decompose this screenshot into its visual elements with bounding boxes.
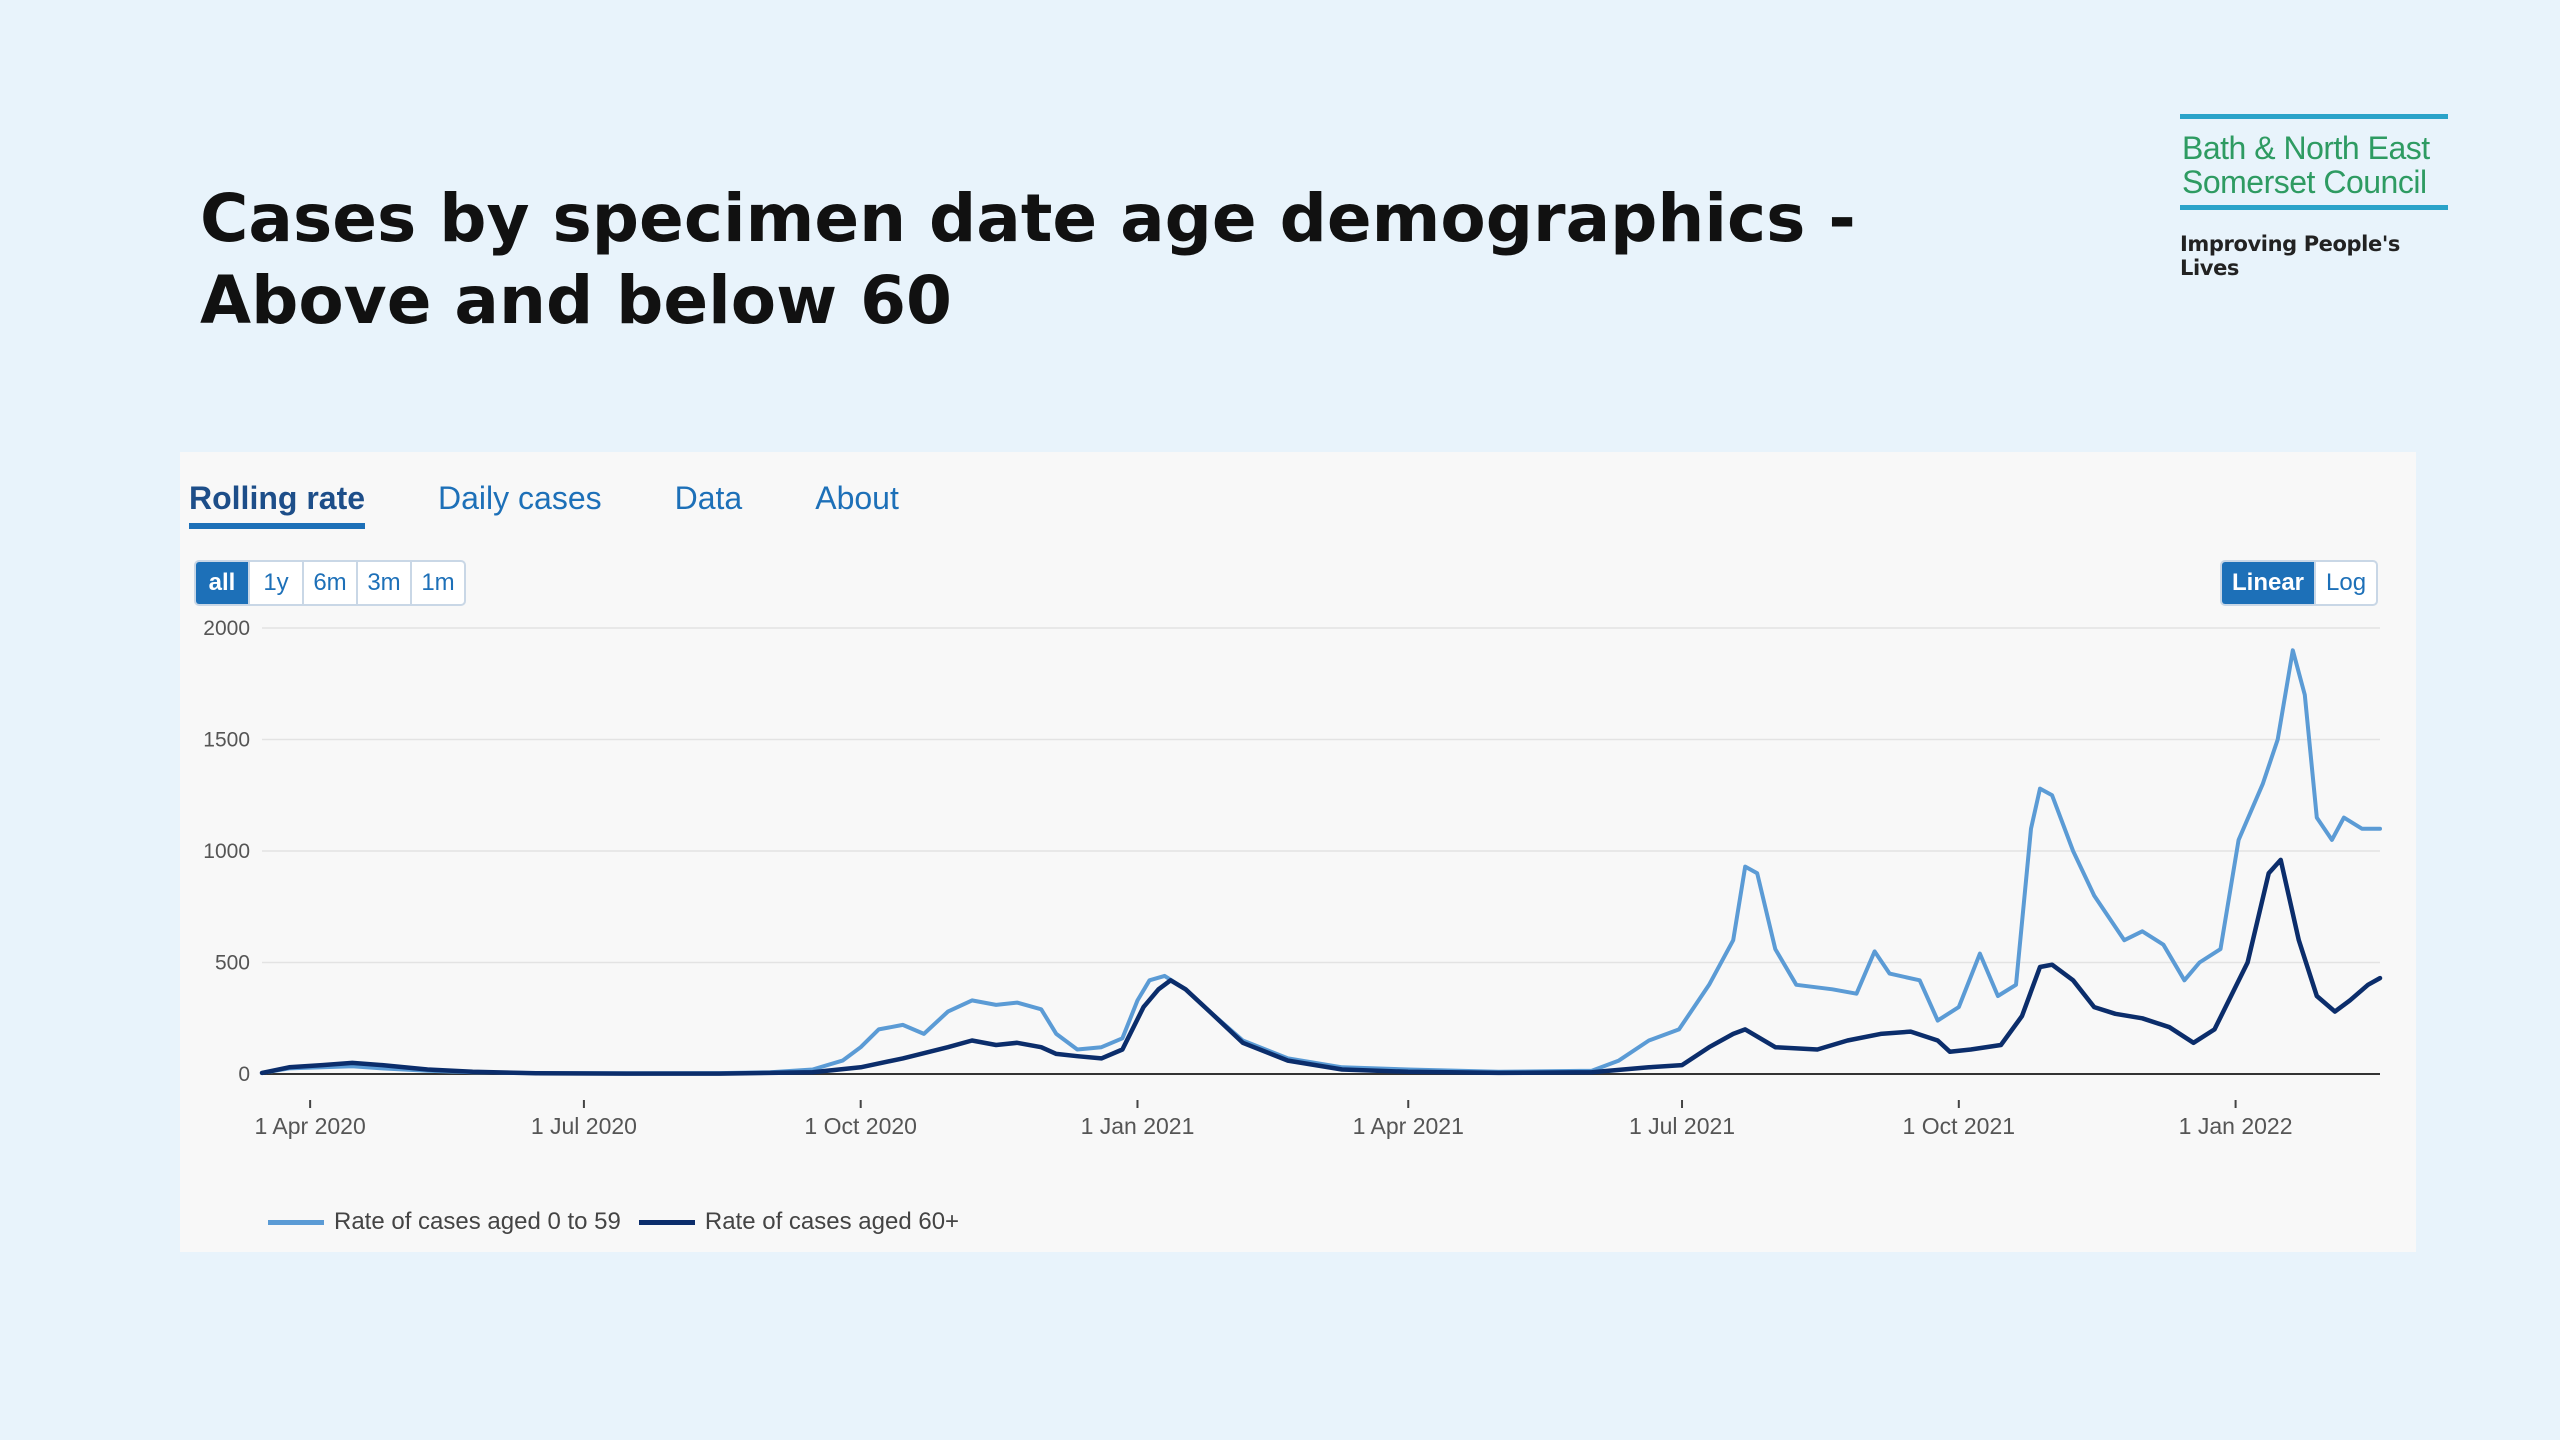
logo-top-rule xyxy=(2180,114,2448,119)
range-6m-button[interactable]: 6m xyxy=(304,562,358,604)
x-tick-label: 1 Apr 2020 xyxy=(255,1113,366,1139)
x-tick-label: 1 Jan 2021 xyxy=(1081,1113,1195,1139)
log-scale-button[interactable]: Log xyxy=(2326,569,2367,596)
x-tick-label: 1 Oct 2021 xyxy=(1903,1113,2016,1139)
y-tick-label: 2000 xyxy=(203,617,250,640)
slide-title: Cases by specimen date age demographics … xyxy=(200,180,1856,339)
rolling-rate-chart: 0 500 1000 1500 2000 1 Apr 2020 1 Jul 2020 1 Oc… xyxy=(203,617,2383,1139)
tab-daily-cases[interactable]: Daily cases xyxy=(438,480,602,516)
linear-scale-button[interactable]: Linear xyxy=(2222,562,2317,604)
y-tick-label: 0 xyxy=(238,1063,250,1086)
range-1y-button[interactable]: 1y xyxy=(250,562,304,604)
chart-tabs: Rolling rate Daily cases Data About xyxy=(189,480,972,529)
tab-data[interactable]: Data xyxy=(674,480,743,516)
legend-label-60-plus: Rate of cases aged 60+ xyxy=(704,1208,960,1235)
x-tick-label: 1 Oct 2020 xyxy=(804,1113,917,1139)
chart-legend: Rate of cases aged 0 to 59 Rate of cases… xyxy=(268,1208,977,1236)
x-tick-label: 1 Jul 2021 xyxy=(1629,1113,1735,1139)
logo-tagline: Improving People's Lives xyxy=(2180,232,2400,280)
legend-label-0-59: Rate of cases aged 0 to 59 xyxy=(334,1208,621,1235)
legend-swatch-0-59 xyxy=(268,1219,324,1225)
series-line-60-plus xyxy=(259,857,2383,1076)
legend-item-0-59: Rate of cases aged 0 to 59 xyxy=(268,1208,621,1236)
logo-wordmark: Bath & North East Somerset Council xyxy=(2180,119,2448,205)
y-tick-label: 1000 xyxy=(203,840,250,863)
x-tick-label: 1 Jan 2022 xyxy=(2179,1113,2293,1139)
series-line-0-59 xyxy=(260,648,2382,1076)
range-all-button[interactable]: all xyxy=(196,562,250,604)
time-range-selector: all 1y 6m 3m 1m xyxy=(194,560,466,606)
range-3m-button[interactable]: 3m xyxy=(358,562,412,604)
legend-item-60-plus: Rate of cases aged 60+ xyxy=(638,1208,960,1236)
logo-line-1: Bath & North East xyxy=(2182,130,2430,166)
council-logo: Bath & North East Somerset Council Impro… xyxy=(2180,114,2448,280)
y-tick-label: 1500 xyxy=(203,729,250,752)
scale-selector: Linear Log xyxy=(2220,560,2379,606)
logo-line-2: Somerset Council xyxy=(2182,164,2427,200)
x-tick-label: 1 Jul 2020 xyxy=(531,1113,637,1139)
legend-swatch-60-plus xyxy=(638,1219,695,1225)
tab-rolling-rate[interactable]: Rolling rate xyxy=(189,480,366,529)
tab-about[interactable]: About xyxy=(815,480,899,516)
logo-bottom-rule xyxy=(2180,205,2448,210)
chart-card: Rolling rate Daily cases Data About all … xyxy=(180,452,2416,1252)
y-tick-label: 500 xyxy=(215,952,250,975)
x-tick-label: 1 Apr 2021 xyxy=(1353,1113,1464,1139)
range-1m-button[interactable]: 1m xyxy=(421,569,455,596)
